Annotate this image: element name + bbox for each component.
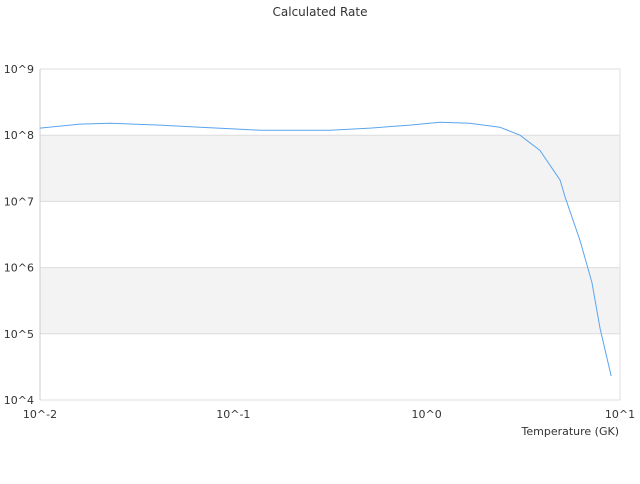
- series-line: [39, 121, 612, 377]
- grid-band: [40, 267, 620, 334]
- chart-title: Calculated Rate: [273, 5, 368, 19]
- x-tick-label: 10^-2: [23, 408, 57, 421]
- grid-band: [40, 135, 620, 202]
- y-tick-label: 10^6: [4, 262, 34, 275]
- y-tick-label: 10^7: [4, 195, 34, 208]
- x-tick-label: 10^-1: [216, 408, 250, 421]
- x-tick-label: 10^1: [605, 408, 635, 421]
- y-tick-label: 10^5: [4, 328, 34, 341]
- grid-bands: [40, 135, 620, 334]
- y-tick-label: 10^8: [4, 129, 34, 142]
- y-tick-label: 10^9: [4, 63, 34, 76]
- y-axis-ticks: 10^4 10^5 10^6 10^7 10^8 10^9: [4, 63, 34, 407]
- y-tick-label: 10^4: [4, 394, 34, 407]
- x-axis-ticks: 10^-2 10^-1 10^0 10^1: [23, 408, 635, 421]
- x-axis-label: Temperature (GK): [521, 425, 620, 438]
- x-tick-label: 10^0: [412, 408, 442, 421]
- grid-lines: [39, 68, 621, 401]
